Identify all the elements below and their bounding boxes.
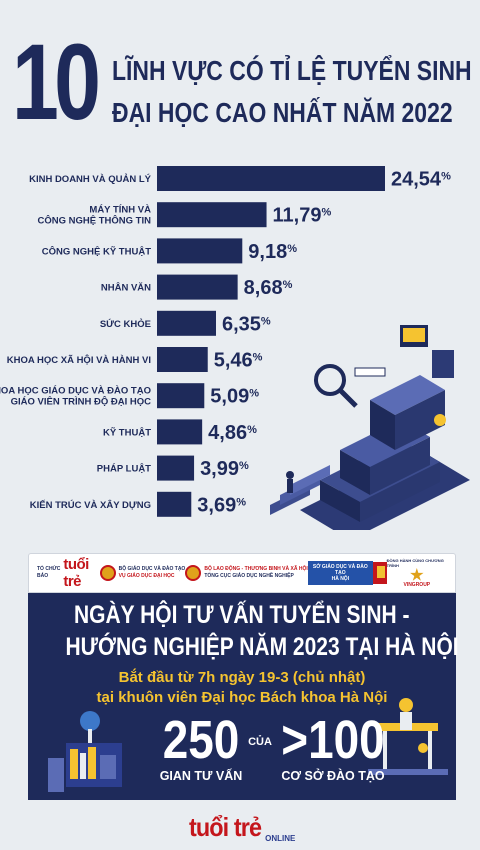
value-label: 11,79% [273,205,332,227]
category-label: MÁY TÍNH VÀ CÔNG NGHỆ THÔNG TIN [38,205,152,227]
headline-line-2: ĐẠI HỌC CAO NHẤT NĂM 2022 [112,97,453,128]
event-panel: NGÀY HỘI TƯ VẤN TUYỂN SINH - HƯỚNG NGHIỆ… [28,593,459,800]
event-title-line-2: HƯỚNG NGHIỆP NĂM 2023 TẠI HÀ NỘI [65,633,459,661]
bar [157,383,205,409]
vingroup-star-icon [410,568,424,581]
molisa-line-2: TỔNG CỤC GIÁO DỤC NGHỀ NGHIỆP [204,573,294,579]
vingroup-top: ĐỒNG HÀNH CÙNG CHƯƠNG TRÌNH [386,558,444,568]
students-illustration-icon [368,698,448,775]
tuoitre-top: BÁO [37,573,49,579]
value-label: 3,99% [200,458,249,480]
bookshelf-illustration-icon [48,711,122,792]
stat-institutions-label: CƠ SỞ ĐÀO TẠO [281,769,385,783]
value-label: 9,18% [248,241,297,263]
sgd-line-2: HÀ NỘI [331,576,350,582]
category-label: KỸ THUẬT [103,426,151,438]
stat-connector: CỦA [248,736,272,748]
value-label: 3,69% [197,494,246,516]
national-emblem-icon [99,565,116,581]
molisa-logo: BỘ LAO ĐỘNG - THƯƠNG BINH VÀ XÃ HỘI TỔNG… [185,565,308,581]
category-label: SỨC KHỎE [100,318,151,330]
event-location: tại khuôn viên Đại học Bách khoa Hà Nội [96,689,388,706]
footer-brand: tuổi trẻ [188,812,262,842]
moet-line-2: VỤ GIÁO DỤC ĐẠI HỌC [118,573,175,579]
bar [157,274,238,300]
moet-logo: BỘ GIÁO DỤC VÀ ĐÀO TẠO VỤ GIÁO DỤC ĐẠI H… [99,565,186,581]
stat-institutions-value: >100 [281,710,385,770]
hanoi-education-dept-logo: SỞ GIÁO DỤC VÀ ĐÀO TẠO HÀ NỘI [307,561,373,585]
molisa-line-1: BỘ LAO ĐỘNG - THƯƠNG BINH VÀ XÃ HỘI [204,566,308,572]
bar [157,166,385,191]
footer-suffix: ONLINE [265,834,296,843]
national-emblem-icon [185,565,202,581]
value-label: 4,86% [208,422,257,444]
bars-group: KINH DOANH VÀ QUẢN LÝ 24,54% MÁY TÍNH VÀ CÔ… [0,166,451,517]
tuoitre-wordmark: tuổi trẻ [63,556,89,590]
event-illustrations [48,698,448,792]
isometric-education-illustration [270,325,470,530]
value-label: 5,09% [210,386,259,408]
headline-line-1: LĨNH VỰC CÓ TỈ LỆ TUYỂN SINH [112,55,472,86]
bar [157,202,267,228]
moet-line-1: BỘ GIÁO DỤC VÀ ĐÀO TẠO [118,566,186,572]
headline-number: 10 [12,21,101,142]
event-title-line-1: NGÀY HỘI TƯ VẤN TUYỂN SINH - [74,601,410,629]
vingroup-name: VINGROUP [403,582,431,588]
category-label: PHÁP LUẬT [97,463,151,475]
value-label: 24,54% [391,169,451,191]
value-label: 8,68% [244,277,293,299]
category-label: KHOA HỌC GIÁO DỤC VÀ ĐÀO TẠO GIÁO VIÊN TR… [0,386,151,408]
tuoitre-online-logo: tuổi trẻ ONLINE [0,812,480,843]
event-date: Bắt đầu từ 7h ngày 19-3 (chủ nhật) [118,669,366,686]
stat-booths-value: 250 [162,710,240,770]
category-label: KHOA HỌC XÃ HỘI VÀ HÀNH VI [7,354,151,366]
sgd-line-1: SỞ GIÁO DỤC VÀ ĐÀO TẠO [312,564,368,576]
category-label: CÔNG NGHỆ KỸ THUẬT [42,245,151,257]
bar [157,491,192,517]
bar [157,419,203,445]
value-label: 5,46% [214,350,263,372]
sponsor-logo-strip: TỔ CHỨC BÁO tuổi trẻ BỘ GIÁO DỤC VÀ ĐÀO … [28,553,456,593]
bar [157,455,195,481]
vingroup-logo: ĐỒNG HÀNH CÙNG CHƯƠNG TRÌNH VINGROUP [387,558,447,588]
bar [157,310,216,336]
bar [157,347,208,372]
bar [157,238,243,264]
bar-chart: KINH DOANH VÀ QUẢN LÝ 24,54% MÁY TÍNH VÀ CÔ… [0,166,470,530]
tuoitre-sponsor-logo: TỔ CHỨC BÁO tuổi trẻ [37,556,100,590]
hanoi-badge-icon [372,562,387,584]
stat-booths-label: GIAN TƯ VẤN [159,769,243,783]
value-label: 6,35% [222,313,271,335]
tuoitre-prefix: TỔ CHỨC [37,566,61,572]
category-label: NHÂN VĂN [101,282,151,294]
category-label: KINH DOANH VÀ QUẢN LÝ [29,173,152,185]
category-label: KIẾN TRÚC VÀ XÂY DỰNG [30,499,151,511]
